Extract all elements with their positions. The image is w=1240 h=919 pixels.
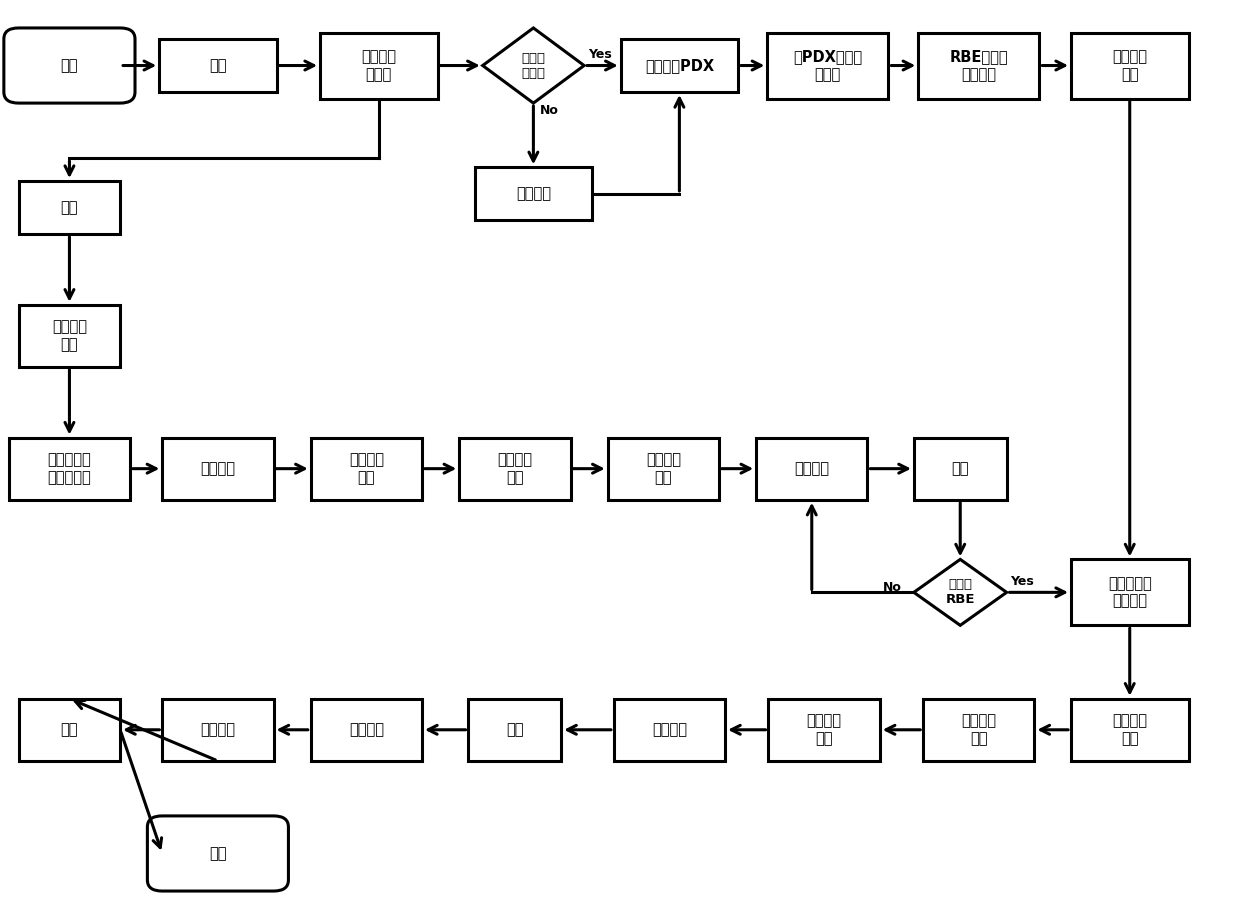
Text: 批准治疗
计划: 批准治疗 计划 [646, 452, 681, 485]
FancyBboxPatch shape [918, 32, 1039, 98]
Text: 已获得
RBE: 已获得 RBE [945, 578, 975, 607]
Text: 修改治疗
计划: 修改治疗 计划 [1112, 713, 1147, 746]
FancyBboxPatch shape [923, 698, 1034, 761]
FancyBboxPatch shape [769, 698, 880, 761]
FancyBboxPatch shape [19, 181, 120, 234]
FancyBboxPatch shape [614, 698, 725, 761]
Text: 活检已
经完成: 活检已 经完成 [521, 51, 546, 80]
Text: No: No [883, 582, 901, 595]
Polygon shape [482, 28, 584, 103]
Text: 对PDX实施放
射治疗: 对PDX实施放 射治疗 [794, 50, 862, 82]
FancyBboxPatch shape [4, 28, 135, 103]
Text: 进行制造PDX: 进行制造PDX [645, 58, 714, 73]
Text: 图像勾画: 图像勾画 [201, 461, 236, 476]
Text: Yes: Yes [1011, 575, 1034, 588]
Text: 图像导入及
做融合处理: 图像导入及 做融合处理 [47, 452, 92, 485]
FancyBboxPatch shape [914, 437, 1007, 500]
Text: 确定提高剂
量的处方: 确定提高剂 量的处方 [1107, 576, 1152, 608]
Text: 初诊: 初诊 [210, 58, 227, 73]
Polygon shape [914, 560, 1007, 625]
FancyBboxPatch shape [159, 39, 277, 92]
FancyBboxPatch shape [19, 305, 120, 367]
Text: 开始: 开始 [61, 58, 78, 73]
Text: 结束: 结束 [210, 846, 227, 861]
FancyBboxPatch shape [1071, 32, 1188, 98]
FancyBboxPatch shape [162, 698, 274, 761]
Text: No: No [539, 104, 558, 117]
FancyBboxPatch shape [311, 698, 422, 761]
FancyBboxPatch shape [148, 816, 289, 891]
Text: 多学科团
队会议: 多学科团 队会议 [361, 50, 397, 82]
FancyBboxPatch shape [320, 32, 438, 98]
Text: 优化治疗: 优化治疗 [348, 722, 384, 737]
FancyBboxPatch shape [459, 437, 570, 500]
Text: 治疗完成: 治疗完成 [201, 722, 236, 737]
Text: 优化治疗
计划: 优化治疗 计划 [497, 452, 532, 485]
Text: 进行活检: 进行活检 [516, 187, 551, 201]
FancyBboxPatch shape [768, 32, 889, 98]
Text: 质量保证: 质量保证 [795, 461, 830, 476]
FancyBboxPatch shape [469, 698, 562, 761]
FancyBboxPatch shape [19, 698, 120, 761]
Text: Yes: Yes [588, 48, 611, 61]
Text: 出院: 出院 [61, 722, 78, 737]
Text: 设计治疗
计划: 设计治疗 计划 [348, 452, 384, 485]
FancyBboxPatch shape [620, 39, 738, 92]
FancyBboxPatch shape [1071, 698, 1188, 761]
Text: 批准治疗
计划: 批准治疗 计划 [807, 713, 842, 746]
Text: 治疗: 治疗 [506, 722, 523, 737]
FancyBboxPatch shape [475, 167, 593, 221]
Text: 电脑图像
诊断: 电脑图像 诊断 [52, 320, 87, 352]
FancyBboxPatch shape [162, 437, 274, 500]
Text: 制模: 制模 [61, 200, 78, 215]
FancyBboxPatch shape [311, 437, 422, 500]
FancyBboxPatch shape [1071, 560, 1188, 625]
Text: RBE生物有
效性分析: RBE生物有 效性分析 [950, 50, 1008, 82]
FancyBboxPatch shape [608, 437, 719, 500]
FancyBboxPatch shape [9, 437, 130, 500]
Text: 确定生物
模型: 确定生物 模型 [1112, 50, 1147, 82]
Text: 治疗: 治疗 [951, 461, 968, 476]
FancyBboxPatch shape [756, 437, 868, 500]
Text: 优化治疗
计划: 优化治疗 计划 [961, 713, 996, 746]
Text: 质量保证: 质量保证 [652, 722, 687, 737]
